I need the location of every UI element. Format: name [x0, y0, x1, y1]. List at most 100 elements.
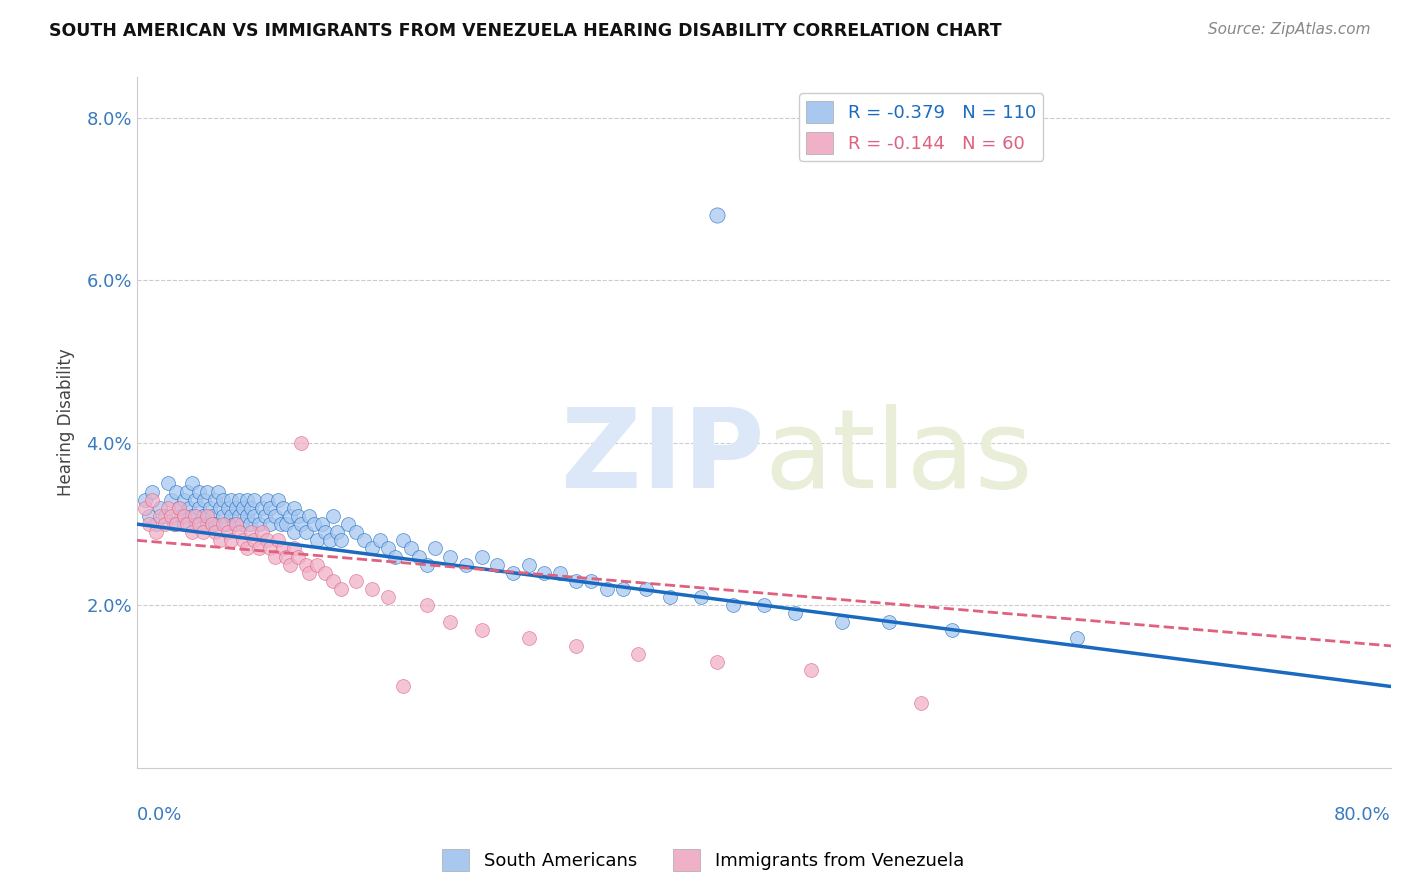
Point — [254, 508, 277, 523]
Point — [228, 525, 250, 540]
Point — [201, 508, 224, 523]
Point — [207, 484, 229, 499]
Point — [219, 533, 242, 548]
Point — [188, 500, 211, 515]
Point — [517, 631, 540, 645]
Text: atlas: atlas — [763, 403, 1032, 510]
Point — [247, 517, 270, 532]
Point — [384, 549, 406, 564]
Point — [287, 549, 309, 564]
Point — [225, 500, 247, 515]
Point — [283, 500, 305, 515]
Point — [217, 525, 239, 540]
Point — [145, 525, 167, 540]
Point — [180, 525, 202, 540]
Point — [235, 541, 257, 556]
Point — [228, 492, 250, 507]
Text: ZIP: ZIP — [561, 403, 763, 510]
Point — [636, 582, 658, 596]
Point — [193, 492, 215, 507]
Point — [471, 623, 494, 637]
Text: 80.0%: 80.0% — [1334, 805, 1391, 823]
Point — [314, 525, 336, 540]
Point — [627, 647, 650, 661]
Point — [287, 508, 309, 523]
Point — [408, 549, 430, 564]
Point — [344, 525, 367, 540]
Point — [212, 517, 235, 532]
Point — [302, 517, 325, 532]
Point — [188, 484, 211, 499]
Point — [222, 517, 245, 532]
Point — [200, 500, 222, 515]
Point — [596, 582, 619, 596]
Point — [247, 541, 270, 556]
Point — [208, 533, 231, 548]
Point — [706, 655, 728, 669]
Point — [329, 582, 352, 596]
Point — [533, 566, 555, 580]
Point — [176, 484, 198, 499]
Point — [240, 500, 263, 515]
Point — [690, 590, 713, 604]
Point — [212, 492, 235, 507]
Point — [180, 476, 202, 491]
Point — [752, 599, 775, 613]
Point — [322, 574, 344, 588]
Point — [831, 615, 853, 629]
Point — [231, 517, 253, 532]
Point — [204, 492, 226, 507]
Point — [149, 500, 172, 515]
Point — [232, 500, 254, 515]
Point — [263, 508, 285, 523]
Point — [486, 558, 509, 572]
Point — [392, 533, 415, 548]
Point — [399, 541, 422, 556]
Point — [280, 508, 302, 523]
Point — [548, 566, 571, 580]
Point — [271, 541, 294, 556]
Point — [165, 517, 187, 532]
Point — [138, 508, 160, 523]
Point — [195, 517, 218, 532]
Point — [706, 209, 728, 223]
Point — [212, 508, 235, 523]
Point — [377, 590, 399, 604]
Point — [134, 492, 156, 507]
Point — [1066, 631, 1088, 645]
Point — [153, 508, 176, 523]
Point — [217, 500, 239, 515]
Point — [219, 492, 242, 507]
Point — [145, 517, 167, 532]
Point — [392, 680, 415, 694]
Point — [368, 533, 391, 548]
Point — [295, 558, 318, 572]
Point — [270, 517, 292, 532]
Point — [377, 541, 399, 556]
Point — [163, 517, 186, 532]
Point — [256, 492, 278, 507]
Point — [267, 533, 290, 548]
Point — [180, 508, 202, 523]
Point — [329, 533, 352, 548]
Point — [454, 558, 477, 572]
Point — [250, 525, 273, 540]
Point — [250, 500, 273, 515]
Point — [256, 533, 278, 548]
Point — [290, 517, 312, 532]
Point — [239, 517, 262, 532]
Legend: R = -0.379   N = 110, R = -0.144   N = 60: R = -0.379 N = 110, R = -0.144 N = 60 — [799, 94, 1043, 161]
Point — [184, 508, 207, 523]
Point — [423, 541, 446, 556]
Point — [186, 517, 208, 532]
Point — [138, 517, 160, 532]
Text: Source: ZipAtlas.com: Source: ZipAtlas.com — [1208, 22, 1371, 37]
Point — [225, 517, 247, 532]
Point — [232, 533, 254, 548]
Point — [298, 566, 321, 580]
Text: SOUTH AMERICAN VS IMMIGRANTS FROM VENEZUELA HEARING DISABILITY CORRELATION CHART: SOUTH AMERICAN VS IMMIGRANTS FROM VENEZU… — [49, 22, 1002, 40]
Point — [307, 533, 329, 548]
Point — [471, 549, 494, 564]
Point — [191, 508, 214, 523]
Point — [177, 500, 200, 515]
